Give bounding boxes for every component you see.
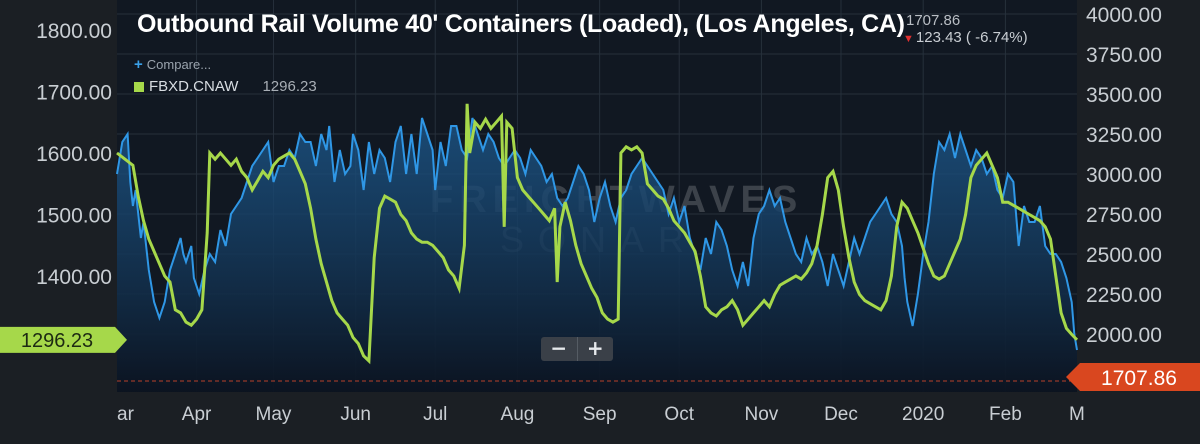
legend-value: 1296.23	[262, 78, 317, 95]
right-axis-tick-label: 4000.00	[1086, 4, 1162, 27]
plus-icon: +	[134, 56, 143, 73]
blue-series-area	[117, 118, 1077, 392]
legend-swatch	[134, 81, 144, 92]
green-series-line	[116, 103, 1079, 365]
right-axis-tick-label: 2250.00	[1086, 284, 1162, 307]
zoom-out-button[interactable]: −	[550, 336, 568, 360]
right-axis-tick-label: 3750.00	[1086, 44, 1162, 67]
left-axis-tick-label: 1400.00	[36, 266, 112, 289]
right-axis-tick-label: 3250.00	[1086, 124, 1162, 147]
x-axis-tick-label: Apr	[182, 404, 212, 425]
x-axis-tick-label: May	[256, 404, 292, 425]
left-value-marker-label: 1296.23	[21, 330, 93, 352]
right-axis-tick-label: 3500.00	[1086, 84, 1162, 107]
blue-series-line	[116, 117, 1078, 351]
left-axis-tick-label: 1500.00	[36, 205, 112, 228]
x-axis-tick-label: Sep	[583, 404, 617, 425]
x-axis-ticks: ar Apr May Jun Jul Aug Sep Oct Nov Dec 2020 Feb M	[117, 404, 1085, 425]
right-axis-tick-label: 3000.00	[1086, 164, 1162, 187]
x-axis-tick-label: ar	[117, 404, 135, 425]
x-axis-tick-label: Feb	[989, 404, 1022, 425]
left-axis-ticks: 1800.00 1700.00 1600.00 1500.00 1400.00	[36, 20, 112, 289]
x-axis-tick-label: Aug	[501, 404, 535, 425]
left-axis-tick-label: 1800.00	[36, 20, 112, 43]
header-change: ▼ 123.43 ( -6.74%)	[903, 29, 1028, 46]
zoom-divider	[576, 337, 578, 361]
x-axis-tick-label: Nov	[745, 404, 779, 425]
right-axis-tick-label: 2500.00	[1086, 244, 1162, 267]
right-axis-tick-label: 2000.00	[1086, 324, 1162, 347]
legend-name: FBXD.CNAW	[149, 78, 239, 95]
x-axis-tick-label: Jul	[423, 404, 447, 425]
axis-markers: 1296.23 1707.86	[0, 326, 1200, 391]
zoom-controls: − +	[541, 337, 613, 361]
down-arrow-icon: ▼	[903, 33, 914, 45]
x-axis-tick-label: Oct	[664, 404, 694, 425]
right-value-marker-label: 1707.86	[1101, 367, 1177, 390]
right-value-marker	[1066, 363, 1200, 391]
change-text: 123.43 ( -6.74%)	[915, 29, 1028, 46]
left-axis-tick-label: 1700.00	[36, 82, 112, 105]
chart-title: Outbound Rail Volume 40' Containers (Loa…	[137, 10, 905, 38]
compare-label: Compare...	[146, 57, 212, 72]
right-axis-tick-label: 2750.00	[1086, 204, 1162, 227]
compare-button[interactable]: + Compare...	[134, 56, 211, 73]
x-axis-tick-label: Jun	[340, 404, 371, 425]
x-axis-tick-label: Dec	[824, 404, 858, 425]
right-axis-ticks: 4000.00 3750.00 3500.00 3250.00 3000.00 2750.…	[1086, 4, 1162, 347]
x-axis-tick-label: 2020	[902, 404, 944, 425]
x-axis-tick-label: M	[1069, 404, 1085, 425]
left-axis-tick-label: 1600.00	[36, 143, 112, 166]
left-value-marker	[0, 326, 127, 353]
header-value: 1707.86	[906, 12, 961, 29]
zoom-in-button[interactable]: +	[586, 336, 604, 360]
legend-item[interactable]: FBXD.CNAW 1296.23	[134, 78, 317, 95]
